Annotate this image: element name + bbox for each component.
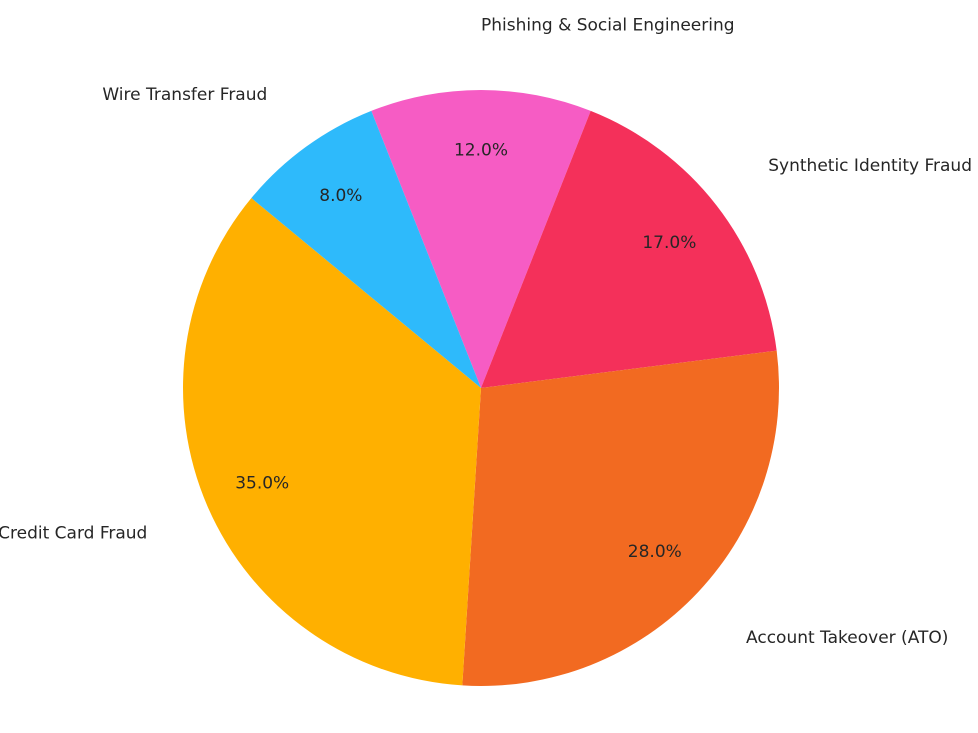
pie-percent-wire-transfer-fraud: 8.0% [319,186,362,206]
pie-slice-synthetic-identity-fraud [481,110,777,389]
pie-label-synthetic-identity-fraud: Synthetic Identity Fraud [768,156,972,176]
pie-slice-phishing-social-engineering [371,90,591,388]
pie-percent-phishing-social-engineering: 12.0% [454,141,508,161]
pie-label-wire-transfer-fraud: Wire Transfer Fraud [102,85,267,105]
pie-label-credit-card-fraud: Credit Card Fraud [0,523,147,543]
pie-slice-account-takeover-ato [462,350,779,686]
pie-percent-credit-card-fraud: 35.0% [235,474,289,494]
pie-percent-synthetic-identity-fraud: 17.0% [642,233,696,253]
pie-slice-wire-transfer-fraud [251,110,481,389]
pie-label-account-takeover-ato: Account Takeover (ATO) [746,628,948,648]
pie-label-phishing-social-engineering: Phishing & Social Engineering [481,15,735,35]
pie-slice-credit-card-fraud [183,198,481,686]
pie-percent-account-takeover-ato: 28.0% [628,542,682,562]
